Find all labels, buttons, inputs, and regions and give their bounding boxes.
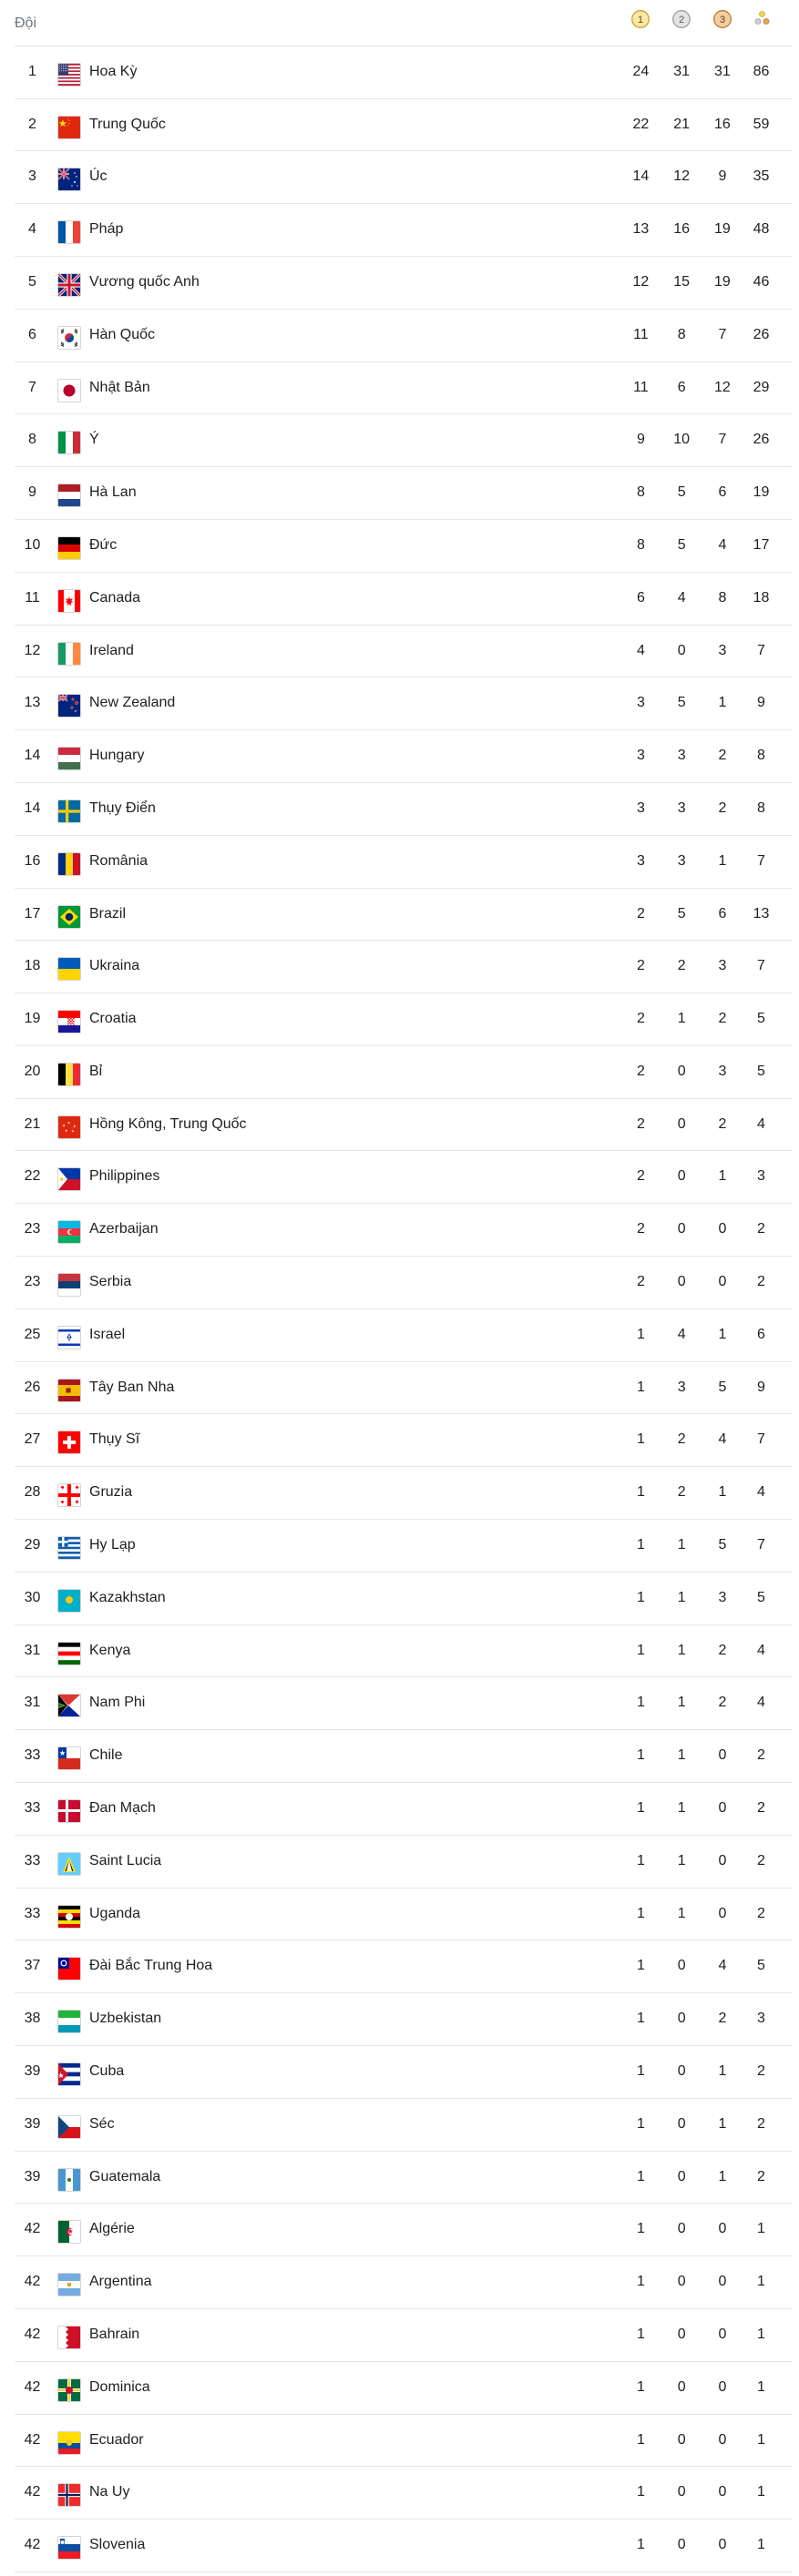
svg-text:3: 3 bbox=[720, 15, 725, 25]
svg-text:1: 1 bbox=[638, 15, 643, 25]
svg-text:2: 2 bbox=[679, 15, 684, 25]
